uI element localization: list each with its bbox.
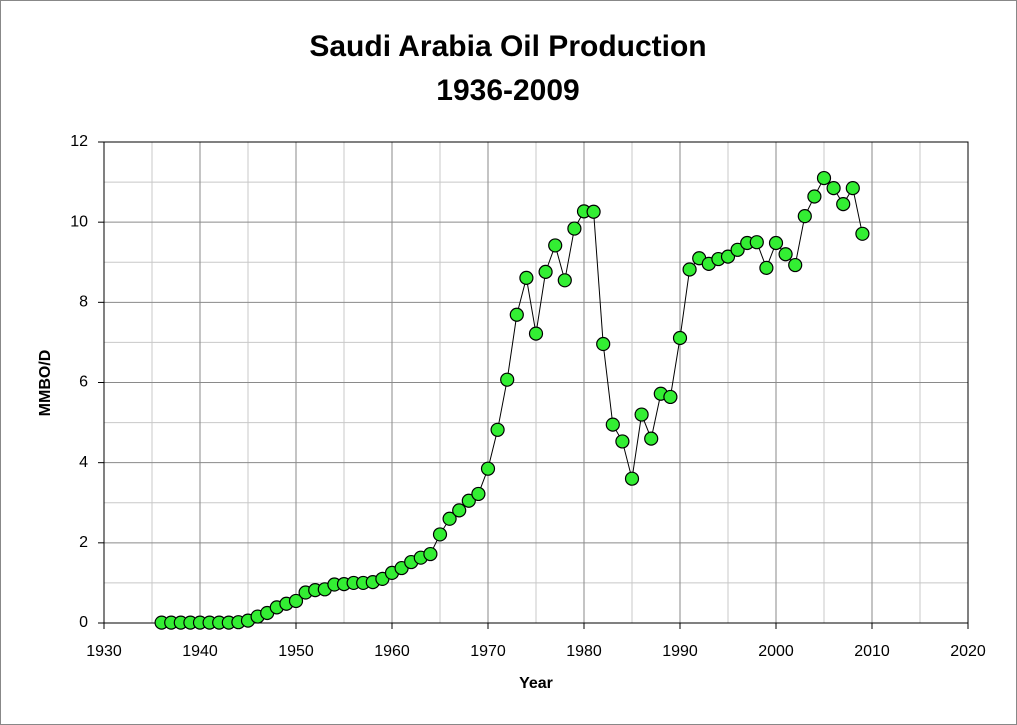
data-point <box>500 372 515 387</box>
data-point <box>567 221 582 236</box>
x-tick-label: 1990 <box>662 643 698 660</box>
data-point <box>644 431 659 446</box>
y-tick-label: 8 <box>79 294 88 311</box>
y-tick-label: 2 <box>79 534 88 551</box>
chart-subtitle: 1936-2009 <box>436 74 579 107</box>
x-tick-label: 1930 <box>86 643 122 660</box>
data-point <box>816 170 832 186</box>
data-point <box>605 417 620 432</box>
plot-area <box>103 141 969 624</box>
x-tick-label: 1950 <box>278 643 314 660</box>
data-point <box>778 247 793 262</box>
x-tick-label: 1980 <box>566 643 602 660</box>
data-point <box>759 260 774 275</box>
x-axis-label: Year <box>519 675 553 692</box>
data-point <box>288 593 304 609</box>
y-tick-label: 10 <box>70 213 88 230</box>
data-point <box>538 264 553 279</box>
data-point <box>596 336 611 352</box>
data-point <box>807 189 822 204</box>
data-point <box>797 209 812 224</box>
data-point <box>634 407 649 422</box>
data-point <box>557 273 572 288</box>
chart-title: Saudi Arabia Oil Production <box>309 30 706 63</box>
data-point <box>432 527 448 542</box>
data-point <box>836 197 851 212</box>
data-point <box>471 486 486 502</box>
x-tick-label: 2010 <box>854 643 890 660</box>
data-point <box>855 226 870 241</box>
data-point <box>730 242 745 257</box>
data-point <box>768 235 784 251</box>
x-tick-label: 2020 <box>950 643 986 660</box>
x-tick-label: 1940 <box>182 643 218 660</box>
data-point <box>509 307 524 322</box>
x-tick-label: 2000 <box>758 643 794 660</box>
data-point <box>519 270 534 285</box>
data-point <box>480 461 496 476</box>
data-point <box>624 471 640 486</box>
data-point <box>423 546 438 562</box>
y-tick-label: 12 <box>70 133 88 150</box>
data-point <box>548 238 563 253</box>
data-point <box>490 422 505 437</box>
y-axis-label: MMBO/D <box>37 350 54 417</box>
data-point <box>826 180 841 196</box>
data-point <box>461 493 476 508</box>
data-point <box>845 180 860 196</box>
data-point <box>442 511 457 526</box>
data-point <box>749 235 764 250</box>
data-point <box>663 389 678 405</box>
y-tick-label: 6 <box>79 374 88 391</box>
data-point <box>788 257 803 273</box>
data-point <box>452 503 467 518</box>
data-point <box>682 262 697 277</box>
data-point <box>528 326 544 341</box>
data-point <box>586 204 601 219</box>
y-tick-label: 4 <box>79 454 88 471</box>
data-point <box>720 249 736 264</box>
y-tick-label: 0 <box>79 614 88 631</box>
x-tick-label: 1970 <box>470 643 506 660</box>
data-point <box>615 434 630 449</box>
x-tick-label: 1960 <box>374 643 410 660</box>
data-point <box>672 330 688 346</box>
